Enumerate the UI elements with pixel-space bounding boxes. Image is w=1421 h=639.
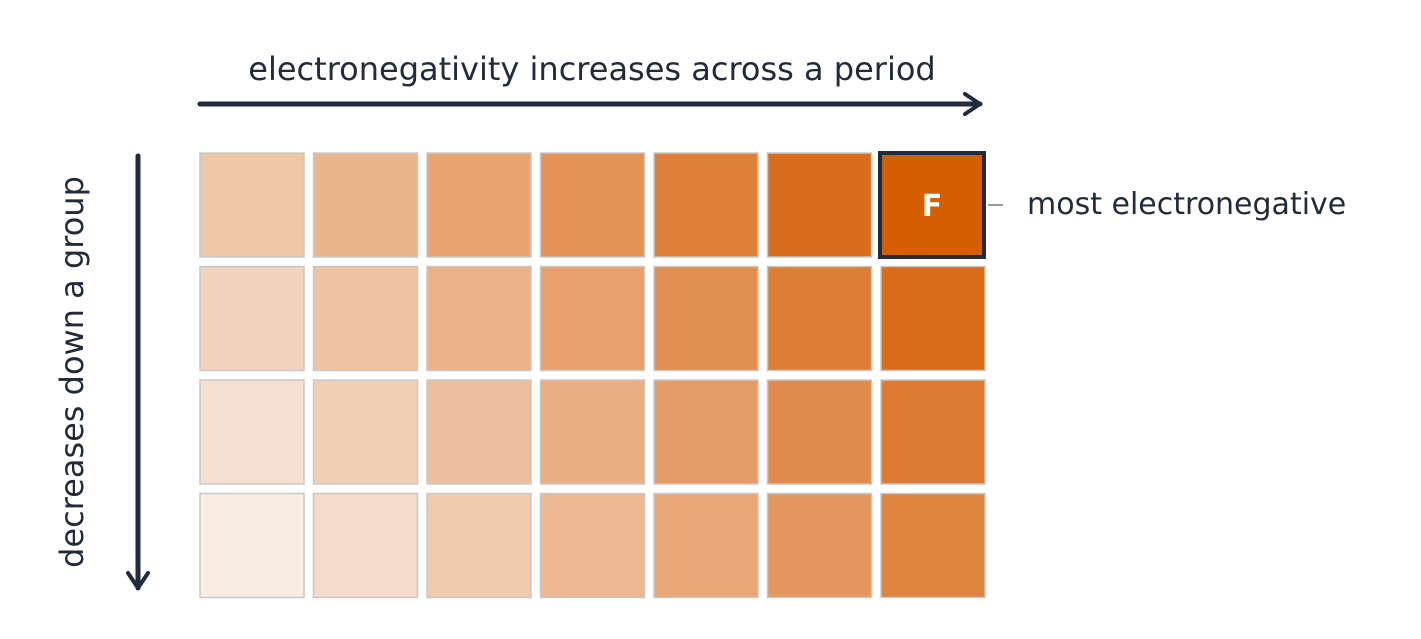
element-cell	[199, 265, 305, 372]
element-cell	[766, 265, 873, 372]
element-grid	[199, 152, 986, 599]
element-cell	[539, 152, 646, 258]
element-cell	[766, 379, 873, 485]
element-cell	[880, 492, 986, 599]
element-cell	[766, 152, 873, 258]
element-cell	[426, 152, 532, 258]
element-cell	[312, 152, 419, 258]
element-cell	[539, 379, 646, 485]
callout-label: most electronegative	[1027, 187, 1346, 222]
element-cell	[539, 492, 646, 599]
element-cell	[426, 265, 532, 372]
element-cell	[312, 379, 419, 485]
element-cell	[766, 492, 873, 599]
element-cell	[653, 379, 759, 485]
element-cell	[653, 152, 759, 258]
element-cell	[539, 265, 646, 372]
element-cell	[426, 379, 532, 485]
element-cell	[653, 492, 759, 599]
left-axis-label: decreases down a group	[53, 176, 91, 568]
element-cell	[199, 379, 305, 485]
element-cell	[199, 152, 305, 258]
top-axis-label: electronegativity increases across a per…	[248, 50, 935, 88]
element-cell	[653, 265, 759, 372]
element-cell	[426, 492, 532, 599]
element-cell	[880, 379, 986, 485]
element-cell	[880, 265, 986, 372]
highlight-symbol: F	[922, 189, 943, 224]
element-cell	[199, 492, 305, 599]
element-cell-fluorine	[881, 153, 985, 257]
element-cell	[312, 492, 419, 599]
highlight-cell-border	[878, 151, 986, 259]
element-cell	[312, 265, 419, 372]
